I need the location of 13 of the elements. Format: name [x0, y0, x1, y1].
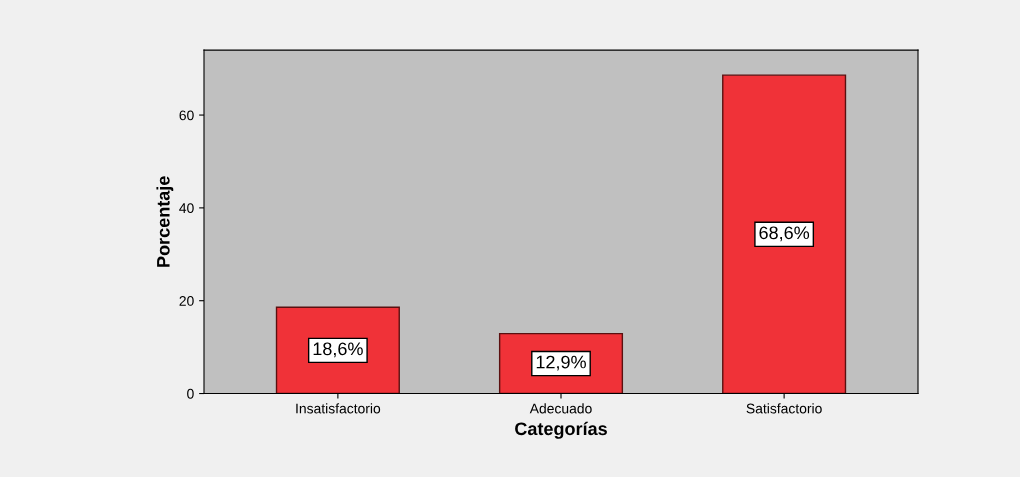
x-tick-label: Adecuado [529, 403, 592, 414]
x-tick-label: Insatisfactorio [296, 403, 381, 414]
x-axis-title: Categorías [515, 421, 607, 439]
y-tick-label: 60 [179, 110, 194, 121]
data-label: 18,6% [313, 342, 363, 358]
y-axis-title: Porcentaje [156, 176, 174, 267]
y-tick-label: 20 [179, 296, 194, 306]
bar [722, 74, 847, 394]
data-label: 12,9% [536, 355, 586, 371]
data-label: 68,6% [759, 226, 810, 242]
y-tick-label: 40 [179, 203, 194, 214]
x-tick-label: Satisfactorio [746, 403, 822, 414]
y-tick-label: 0 [187, 388, 194, 399]
